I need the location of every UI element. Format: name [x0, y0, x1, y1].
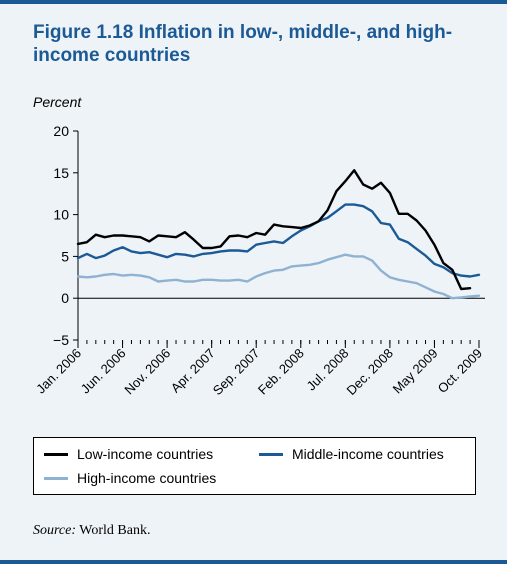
legend-label-high: High-income countries	[77, 470, 217, 486]
source-label: Source:	[33, 523, 77, 538]
x-tick-label: Sep. 2007	[210, 346, 263, 399]
legend-swatch-low	[44, 452, 68, 456]
legend-label-middle: Middle-income countries	[292, 446, 444, 462]
x-tick-label: Jun. 2006	[78, 346, 129, 397]
source-note: Source: World Bank.	[33, 523, 150, 539]
y-tick-label: 15	[53, 165, 69, 181]
x-tick-label: Dec. 2008	[343, 346, 396, 399]
y-tick-label: 10	[53, 207, 69, 223]
x-tick-label: Oct. 2009	[435, 346, 485, 396]
figure-title: Figure 1.18 Inflation in low-, middle-, …	[33, 22, 453, 66]
source-text: World Bank.	[76, 523, 151, 538]
series-line-high	[76, 253, 481, 300]
y-tick-label: 20	[53, 123, 69, 139]
legend-swatch-middle	[259, 452, 283, 456]
x-tick-label: May 2009	[390, 346, 441, 397]
legend-item-high: High-income countries	[44, 470, 216, 486]
legend-item-low: Low-income countries	[44, 446, 213, 462]
x-tick-label: Feb. 2008	[255, 346, 307, 398]
series-lines	[76, 169, 481, 300]
y-tick-label: −5	[53, 332, 69, 348]
x-tick-label: Jan. 2006	[33, 346, 84, 397]
y-tick-label: 0	[61, 290, 69, 306]
series-line-middle	[76, 203, 481, 278]
legend: Low-income countries Middle-income count…	[33, 437, 476, 495]
legend-label-low: Low-income countries	[77, 446, 214, 462]
y-axis-label: Percent	[33, 94, 82, 110]
x-tick-label: Nov. 2006	[121, 346, 173, 398]
legend-item-middle: Middle-income countries	[259, 446, 444, 462]
legend-swatch-high	[44, 476, 68, 480]
series-line-low	[76, 169, 472, 291]
y-tick-label: 5	[61, 248, 69, 264]
